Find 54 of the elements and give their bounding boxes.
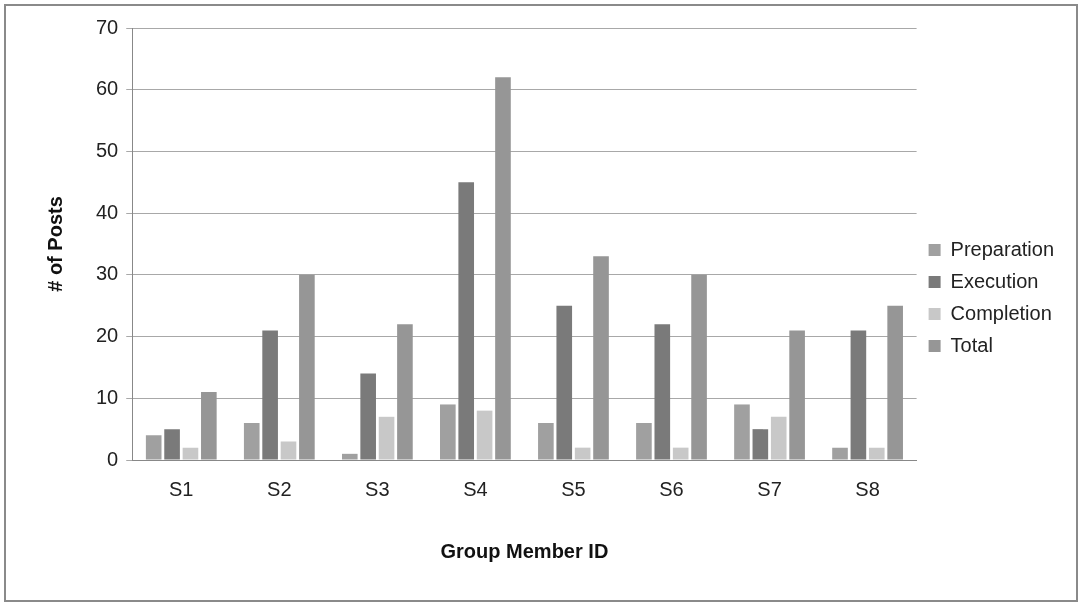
bar: [145, 435, 162, 460]
legend-label: Execution: [950, 269, 1039, 292]
x-tick-label: S5: [561, 477, 586, 500]
bar: [262, 330, 278, 460]
bar: [299, 274, 315, 460]
y-tick-label: 60: [96, 77, 119, 100]
bar: [201, 392, 217, 460]
legend-label: Total: [950, 333, 993, 356]
x-tick-label: S2: [267, 477, 292, 500]
bar: [574, 447, 591, 460]
x-tick-label: S1: [169, 477, 194, 500]
legend-label: Completion: [950, 301, 1052, 324]
bar: [734, 404, 750, 460]
bar: [243, 422, 260, 460]
y-tick-label: 40: [96, 200, 119, 223]
y-tick-label: 70: [96, 15, 119, 38]
bar: [752, 429, 769, 460]
y-tick-label: 10: [96, 385, 119, 408]
bar: [458, 182, 475, 460]
bar: [476, 410, 493, 460]
x-tick-label: S8: [855, 477, 880, 500]
bar: [495, 77, 511, 460]
bar: [868, 447, 885, 460]
x-tick-label: S4: [463, 477, 488, 500]
y-axis-title: # of Posts: [43, 196, 66, 292]
x-tick-label: S6: [659, 477, 684, 500]
bar: [341, 453, 358, 460]
bar: [556, 305, 573, 460]
bar: [672, 447, 689, 460]
bar: [850, 330, 867, 460]
bar: [280, 441, 297, 460]
bar: [770, 416, 787, 460]
bar: [654, 324, 671, 460]
bar: [538, 422, 554, 460]
bar: [832, 447, 848, 460]
bar: [691, 274, 707, 460]
bar: [164, 429, 180, 460]
legend-label: Preparation: [950, 237, 1055, 260]
bar: [182, 447, 199, 460]
bar: [887, 305, 903, 460]
bar: [789, 330, 805, 460]
x-tick-label: S3: [365, 477, 390, 500]
bar: [378, 416, 395, 460]
bar: [593, 256, 609, 460]
bar: [440, 404, 456, 460]
x-axis-title: Group Member ID: [440, 539, 609, 562]
bar: [397, 324, 413, 460]
y-tick-label: 50: [96, 138, 119, 161]
y-tick-label: 0: [107, 447, 119, 470]
x-tick-label: S7: [757, 477, 782, 500]
bar: [636, 422, 652, 460]
y-tick-label: 20: [96, 324, 119, 347]
y-tick-label: 30: [96, 262, 119, 285]
bar: [360, 373, 376, 460]
